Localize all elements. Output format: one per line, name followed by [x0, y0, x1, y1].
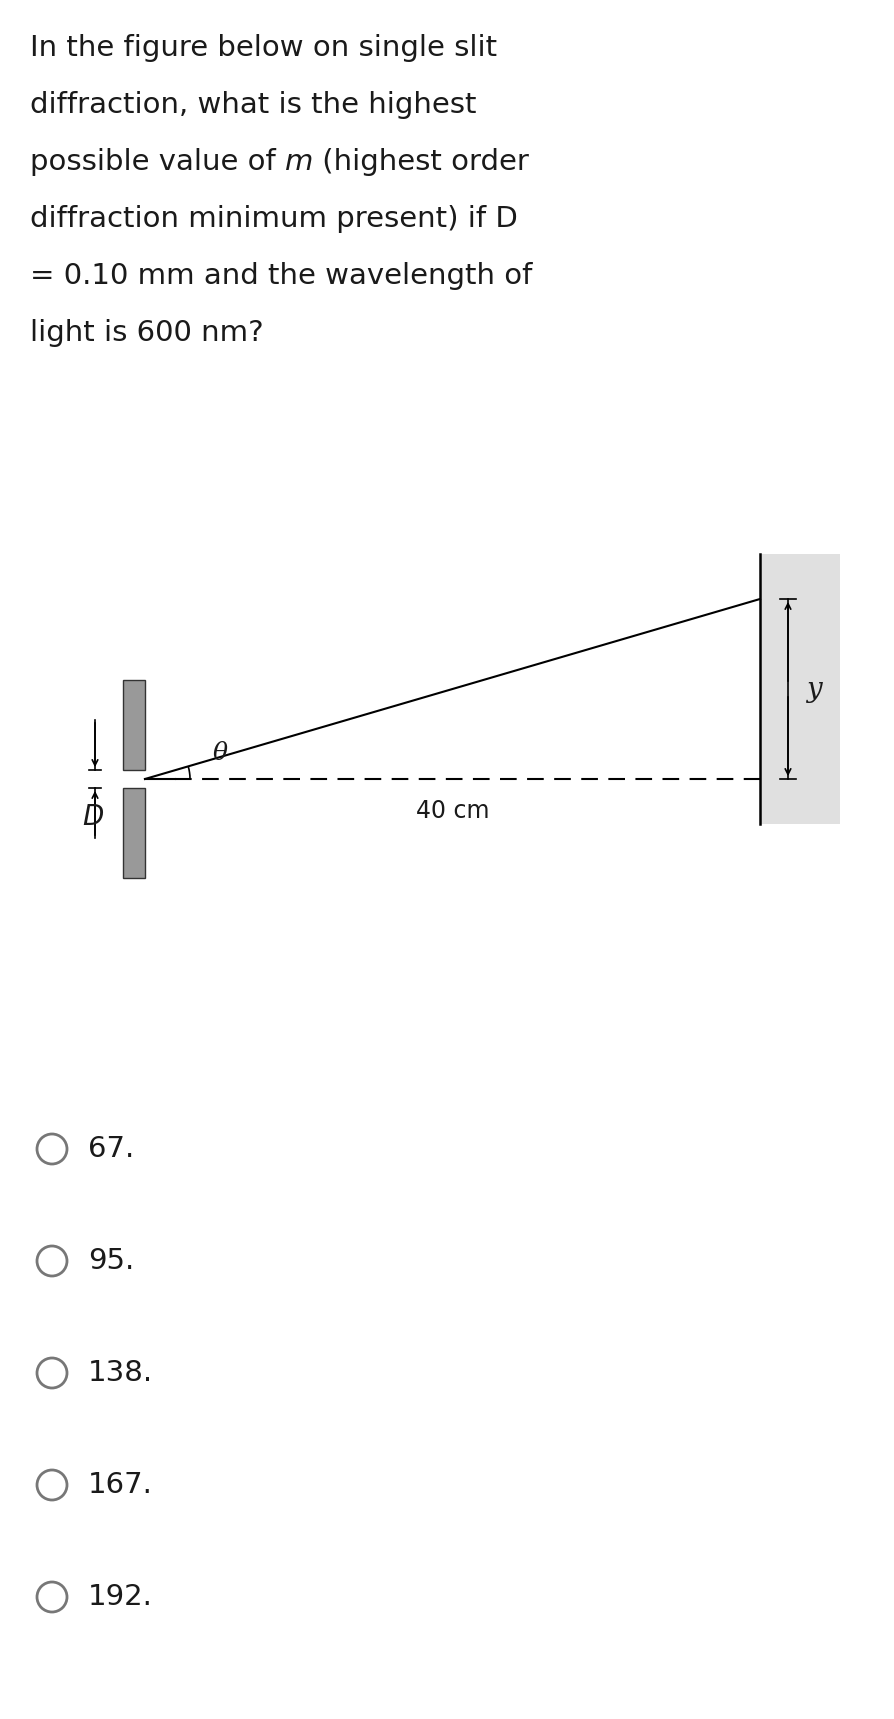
Bar: [122, 681, 145, 770]
Text: θ: θ: [213, 743, 228, 765]
Text: (highest order: (highest order: [313, 148, 528, 175]
Text: diffraction minimum present) if D: diffraction minimum present) if D: [30, 205, 518, 234]
Text: m: m: [284, 148, 313, 175]
Text: D: D: [82, 803, 104, 830]
Text: light is 600 nm?: light is 600 nm?: [30, 320, 264, 347]
Text: diffraction, what is the highest: diffraction, what is the highest: [30, 91, 476, 119]
Text: 95.: 95.: [88, 1246, 134, 1275]
Text: possible value of: possible value of: [30, 148, 284, 175]
Text: 192.: 192.: [88, 1583, 153, 1611]
Text: 67.: 67.: [88, 1135, 134, 1164]
Bar: [759, 554, 839, 823]
Text: y: y: [805, 676, 821, 703]
Text: 167.: 167.: [88, 1471, 153, 1499]
Text: = 0.10 mm and the wavelength of: = 0.10 mm and the wavelength of: [30, 261, 532, 291]
Text: In the figure below on single slit: In the figure below on single slit: [30, 34, 496, 62]
Bar: [122, 787, 145, 878]
Text: 40 cm: 40 cm: [416, 799, 489, 823]
Text: 138.: 138.: [88, 1360, 153, 1387]
